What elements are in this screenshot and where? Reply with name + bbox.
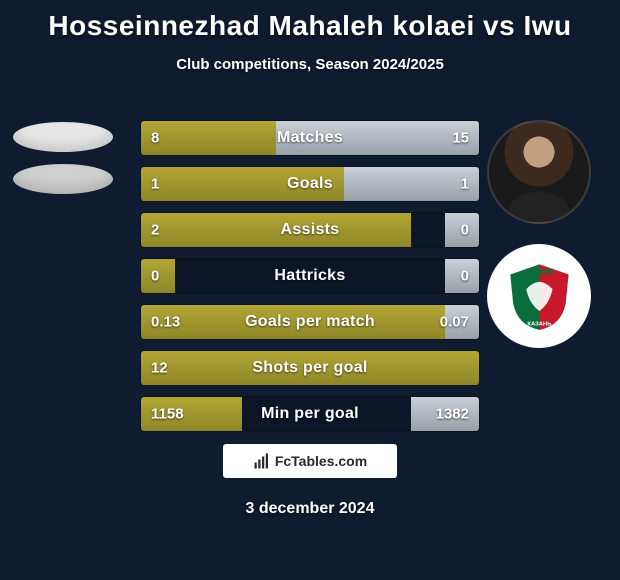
chart-icon (253, 452, 271, 470)
site-logo-text: FcTables.com (275, 453, 367, 469)
player1-club-placeholder (13, 164, 113, 194)
row-label: Matches (141, 129, 479, 147)
comparison-chart: 815Matches 11Goals 20Assists 00Hattricks 0.1… (140, 120, 480, 442)
row-label: Goals (141, 175, 479, 193)
club-badge-icon: РУБИН КАЗАНЬ (503, 260, 576, 333)
date-label: 3 december 2024 (0, 500, 620, 518)
stat-row: 20Assists (140, 212, 480, 248)
page-title: Hosseinnezhad Mahaleh kolaei vs Iwu (0, 0, 620, 42)
player1-avatar-placeholder (13, 122, 113, 152)
club-text-bottom: КАЗАНЬ (527, 321, 551, 327)
club-text-top: РУБИН (525, 267, 553, 276)
stat-row: 815Matches (140, 120, 480, 156)
row-label: Min per goal (141, 405, 479, 423)
row-label: Hattricks (141, 267, 479, 285)
stat-row: 11Goals (140, 166, 480, 202)
stat-row: 11581382Min per goal (140, 396, 480, 432)
row-label: Shots per goal (141, 359, 479, 377)
site-logo: FcTables.com (223, 444, 397, 478)
player2-avatar (487, 120, 591, 224)
stat-row: 0.130.07Goals per match (140, 304, 480, 340)
right-player-column: РУБИН КАЗАНЬ (484, 120, 594, 368)
player2-club-badge: РУБИН КАЗАНЬ (487, 244, 591, 348)
row-label: Assists (141, 221, 479, 239)
container: Hosseinnezhad Mahaleh kolaei vs Iwu Club… (0, 0, 620, 580)
row-label: Goals per match (141, 313, 479, 331)
stat-row: 12Shots per goal (140, 350, 480, 386)
stat-row: 00Hattricks (140, 258, 480, 294)
subtitle: Club competitions, Season 2024/2025 (0, 56, 620, 73)
left-player-column (8, 110, 118, 206)
